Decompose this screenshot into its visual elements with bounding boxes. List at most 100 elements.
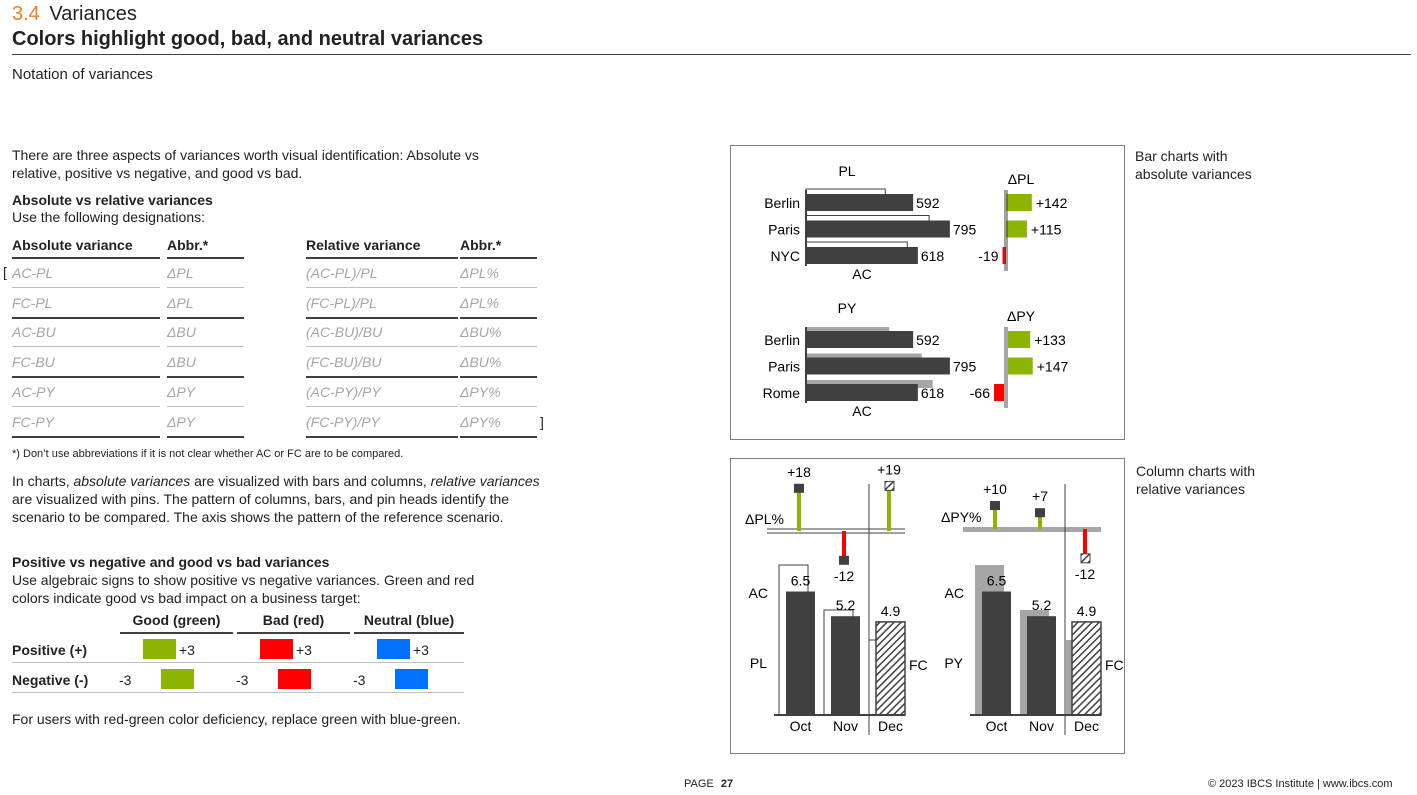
ac-column xyxy=(1027,616,1056,715)
page-subtitle: Notation of variances xyxy=(12,66,153,83)
ac-bar xyxy=(806,220,950,238)
table-cell: ΔPY% xyxy=(460,413,501,430)
charts-text-rel: relative variances xyxy=(430,473,540,489)
abs-rel-sub: Use the following designations: xyxy=(12,209,206,225)
category-label: Berlin xyxy=(764,195,800,211)
charts-text-1: In charts, xyxy=(12,473,74,489)
table-cell: FC-PY xyxy=(12,413,54,430)
col-header-absolute: Absolute variance xyxy=(12,237,133,253)
table-cell: (AC-BU)/BU xyxy=(306,324,383,341)
ac-value-label: 618 xyxy=(921,248,945,264)
table-cell: ΔBU xyxy=(167,324,196,341)
copyright: © 2023 IBCS Institute | www.ibcs.com xyxy=(1208,778,1393,790)
table-cell: (FC-PY)/PY xyxy=(306,413,380,430)
table-cell: (FC-PL)/PL xyxy=(306,294,377,311)
page-label: PAGE xyxy=(684,778,714,790)
ac-value-label: 795 xyxy=(953,359,977,375)
section-header: 3.4 Variances xyxy=(12,3,137,25)
pin-head xyxy=(990,501,1000,510)
gbn-rule xyxy=(354,632,464,634)
table-cell: ΔPY xyxy=(167,383,196,400)
gbn-header-bad: Bad (red) xyxy=(262,612,325,628)
bar-panel-caption: Bar charts with absolute variances xyxy=(1135,147,1252,183)
table-row-rule xyxy=(460,346,537,348)
footnote: *) Don’t use abbreviations if it is not … xyxy=(12,448,404,460)
header-rule xyxy=(12,54,1411,55)
bracket-open: [ xyxy=(3,264,7,280)
table-row-rule xyxy=(167,376,244,379)
table-row-rule xyxy=(306,435,458,438)
column-caption-line2: relative variances xyxy=(1136,481,1245,497)
bracket-close: ] xyxy=(540,414,544,430)
column-chart-pl: ΔPL% +18 -12 +19 6.5 Oct 5.2 Nov 4.9 Dec AC PL FC xyxy=(745,461,928,735)
variance-bar xyxy=(1006,194,1032,211)
variance-value-label: -66 xyxy=(970,385,990,401)
pin-head xyxy=(794,483,804,493)
column-value-label: 5.2 xyxy=(836,597,856,613)
section-number: 3.4 xyxy=(12,3,40,25)
ac-bar xyxy=(806,247,918,264)
ac-value-label: 592 xyxy=(916,195,940,211)
table-row-rule xyxy=(460,287,537,288)
variance-label: ΔPY% xyxy=(941,509,981,525)
table-cell: ΔPY% xyxy=(460,383,501,400)
category-label: Paris xyxy=(768,359,800,375)
red-green-note: For users with red-green color deficienc… xyxy=(12,711,461,727)
variance-bar xyxy=(1006,331,1031,348)
variance-pin xyxy=(1038,512,1042,529)
pin-axis xyxy=(963,527,1101,532)
positive-swatch xyxy=(260,639,293,659)
col-header-relative: Relative variance xyxy=(306,237,421,253)
table-row-rule xyxy=(306,287,458,288)
column-value-label: 4.9 xyxy=(881,603,901,619)
ref-scenario-label: PL xyxy=(838,163,855,179)
variance-pin xyxy=(1083,529,1087,558)
column-charts-svg: ΔPL% +18 -12 +19 6.5 Oct 5.2 Nov 4.9 Dec AC PL FC ΔP… xyxy=(745,461,1124,735)
ac-column xyxy=(982,591,1011,715)
table-header-rule xyxy=(306,257,458,259)
variance-value-label: +133 xyxy=(1034,332,1066,348)
table-header-rule xyxy=(460,257,537,259)
table-row-rule xyxy=(12,405,160,407)
table-cell: ΔBU% xyxy=(460,354,502,371)
table-row-rule xyxy=(167,435,244,438)
negative-swatch xyxy=(395,669,428,689)
table-row-rule xyxy=(12,346,160,348)
table-row-rule xyxy=(167,287,244,288)
table-row-rule xyxy=(167,346,244,348)
table-cell: ΔPL% xyxy=(460,294,499,311)
month-label: Nov xyxy=(833,718,858,734)
month-label: Oct xyxy=(986,718,1008,734)
pin-head xyxy=(839,555,849,565)
page-headline: Colors highlight good, bad, and neutral … xyxy=(12,28,484,50)
table-header-rule xyxy=(12,257,160,259)
pin-head xyxy=(884,480,895,491)
pos-neg-heading: Positive vs negative and good vs bad var… xyxy=(12,554,330,570)
gbn-header-neutral: Neutral (blue) xyxy=(363,612,455,628)
column-value-label: 6.5 xyxy=(987,573,1007,589)
table-cell: FC-BU xyxy=(12,354,55,371)
month-label: Dec xyxy=(878,718,903,734)
gbn-row-rule xyxy=(12,662,464,663)
positive-swatch xyxy=(143,639,176,659)
charts-paragraph: In charts, absolute variances are visual… xyxy=(12,472,542,526)
pin-head xyxy=(1035,508,1045,518)
charts-text-2: are visualized with bars and columns, xyxy=(190,473,431,489)
ac-label: AC xyxy=(749,585,768,601)
bar-charts-svg: PL Berlin 592 +142 Paris 795 +115 NYC 618 -19 AC ΔP… xyxy=(763,163,1069,419)
page-indicator: PAGE 27 xyxy=(684,778,733,790)
ac-value-label: 795 xyxy=(953,222,977,238)
table-cell: AC-PY xyxy=(12,383,55,400)
fc-label: FC xyxy=(1105,657,1124,673)
ref-scenario-label: PY xyxy=(838,300,857,316)
table-cell: ΔPY xyxy=(167,413,196,430)
table-cell: ΔBU xyxy=(167,354,196,371)
column-caption-line1: Column charts with xyxy=(1136,463,1256,479)
gbn-rule xyxy=(237,632,350,634)
variance-value-label: +147 xyxy=(1037,359,1069,375)
pin-value-label: +19 xyxy=(877,461,901,477)
positive-swatch xyxy=(377,639,410,659)
ac-value-label: 592 xyxy=(916,332,940,348)
bar-chart-pl: PL Berlin 592 +142 Paris 795 +115 NYC 618 -19 AC ΔP… xyxy=(764,163,1067,282)
month-label: Oct xyxy=(790,718,812,734)
